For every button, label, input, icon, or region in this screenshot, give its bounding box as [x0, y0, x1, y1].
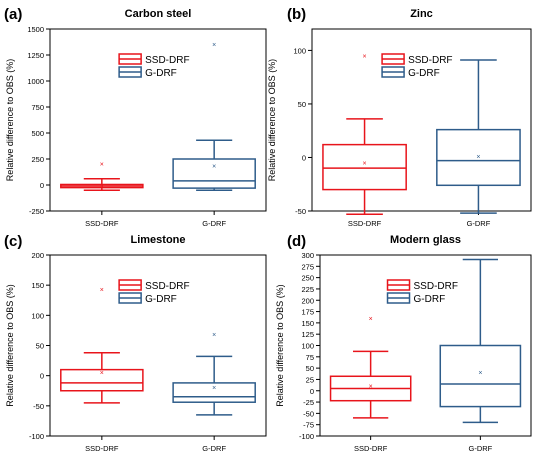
- y-tick-label: 200: [31, 251, 44, 260]
- y-axis-label: Relative difference to OBS (%): [5, 59, 15, 181]
- box-g-drf: ××: [172, 332, 256, 416]
- mean-marker: ×: [369, 384, 373, 391]
- mean-marker: ×: [212, 163, 216, 170]
- x-tick-label: G-DRF: [202, 444, 226, 453]
- legend-label: SSD-DRF: [408, 55, 452, 66]
- y-tick-label: 0: [40, 181, 44, 190]
- box-iqr: [322, 143, 407, 191]
- plot-frame: [49, 28, 267, 212]
- box-iqr: [172, 382, 256, 403]
- y-tick-label: 750: [31, 103, 44, 112]
- panel-3: (c) Limestone -100 -50 0 50 100 150 200 Relative …: [4, 233, 267, 453]
- panel-title: Modern glass: [390, 234, 461, 246]
- y-tick-label: 300: [301, 251, 314, 260]
- y-tick-label: 125: [301, 330, 314, 339]
- legend-label: G-DRF: [414, 294, 446, 305]
- y-tick-label: 1500: [27, 25, 44, 34]
- y-tick-label: -50: [33, 402, 44, 411]
- y-tick-label: 1000: [27, 77, 44, 86]
- box-iqr: [439, 344, 522, 408]
- x-tick-label: SSD-DRF: [85, 444, 119, 453]
- x-tick-label: G-DRF: [202, 219, 226, 228]
- y-tick-label: 500: [31, 129, 44, 138]
- y-tick-label: 1250: [27, 51, 44, 60]
- y-tick-label: 175: [301, 308, 314, 317]
- legend-label: SSD-DRF: [145, 281, 189, 292]
- panel-label: (c): [4, 233, 22, 250]
- outlier-marker: ×: [363, 53, 367, 60]
- panel-label: (a): [4, 6, 22, 23]
- y-axis-label: Relative difference to OBS (%): [5, 284, 15, 406]
- mean-marker: ×: [476, 154, 480, 161]
- x-tick-label: SSD-DRF: [85, 219, 119, 228]
- box-g-drf: ××: [172, 42, 256, 191]
- outlier-marker: ×: [100, 287, 104, 294]
- y-tick-label: -100: [299, 432, 314, 441]
- mean-marker: ×: [100, 370, 104, 377]
- box-ssd-drf: ××: [322, 53, 407, 215]
- box-g-drf: ×: [436, 59, 521, 214]
- mean-marker: ×: [478, 370, 482, 377]
- outlier-marker: ×: [212, 42, 216, 49]
- y-tick-label: -250: [29, 207, 44, 216]
- y-axis-label: Relative difference to OBS (%): [275, 284, 285, 406]
- y-tick-label: 250: [31, 155, 44, 164]
- y-tick-label: 275: [301, 262, 314, 271]
- y-tick-label: -50: [303, 409, 314, 418]
- mean-marker: ×: [363, 160, 367, 167]
- plot-frame: [311, 28, 532, 212]
- y-tick-label: 50: [298, 100, 306, 109]
- y-tick-label: 50: [306, 364, 314, 373]
- legend-label: G-DRF: [145, 68, 177, 79]
- box-g-drf: ×: [439, 258, 522, 424]
- mean-marker: ×: [100, 184, 104, 191]
- outlier-marker: ×: [212, 332, 216, 339]
- legend-label: SSD-DRF: [145, 55, 189, 66]
- y-tick-label: -25: [303, 398, 314, 407]
- y-tick-label: 225: [301, 285, 314, 294]
- box-iqr: [172, 158, 256, 189]
- outlier-marker: ×: [369, 316, 373, 323]
- y-tick-label: 0: [302, 153, 306, 162]
- legend-label: SSD-DRF: [414, 281, 458, 292]
- mean-marker: ×: [212, 385, 216, 392]
- y-tick-label: 0: [310, 387, 314, 396]
- y-tick-label: 75: [306, 353, 314, 362]
- box-iqr: [60, 368, 144, 392]
- panel-2: (b) Zinc -50 0 50 100 Relative difference to O…: [267, 6, 532, 228]
- panel-title: Limestone: [130, 234, 185, 246]
- box-ssd-drf: ××: [60, 162, 144, 191]
- x-tick-label: SSD-DRF: [348, 219, 382, 228]
- y-tick-label: 100: [31, 311, 44, 320]
- y-tick-label: -50: [295, 207, 306, 216]
- y-tick-label: 100: [293, 46, 306, 55]
- box-ssd-drf: ××: [60, 287, 144, 404]
- outlier-marker: ×: [100, 162, 104, 169]
- y-tick-label: 150: [31, 281, 44, 290]
- panel-1: (a) Carbon steel -250 0 250 500 750 1000 1250 150…: [4, 6, 267, 228]
- box-ssd-drf: ××: [329, 316, 412, 419]
- y-tick-label: -100: [29, 432, 44, 441]
- y-tick-label: 0: [40, 372, 44, 381]
- panel-label: (d): [287, 233, 306, 250]
- y-tick-label: 50: [36, 342, 44, 351]
- box-iqr: [436, 128, 521, 187]
- x-tick-label: SSD-DRF: [354, 444, 388, 453]
- panel-label: (b): [287, 6, 306, 23]
- legend-label: G-DRF: [145, 294, 177, 305]
- x-tick-label: G-DRF: [468, 444, 492, 453]
- y-axis-label: Relative difference to OBS (%): [267, 59, 277, 181]
- panel-4: (d) Modern glass -100 -75 -50 -25 0 25 50 75 100 12…: [275, 233, 532, 453]
- y-tick-label: 250: [301, 274, 314, 283]
- y-tick-label: 150: [301, 319, 314, 328]
- legend-label: G-DRF: [408, 68, 440, 79]
- y-tick-label: -75: [303, 421, 314, 430]
- panel-title: Carbon steel: [125, 8, 192, 20]
- y-tick-label: 100: [301, 342, 314, 351]
- x-tick-label: G-DRF: [467, 219, 491, 228]
- y-tick-label: 25: [306, 375, 314, 384]
- y-tick-label: 200: [301, 296, 314, 305]
- panel-title: Zinc: [410, 8, 433, 20]
